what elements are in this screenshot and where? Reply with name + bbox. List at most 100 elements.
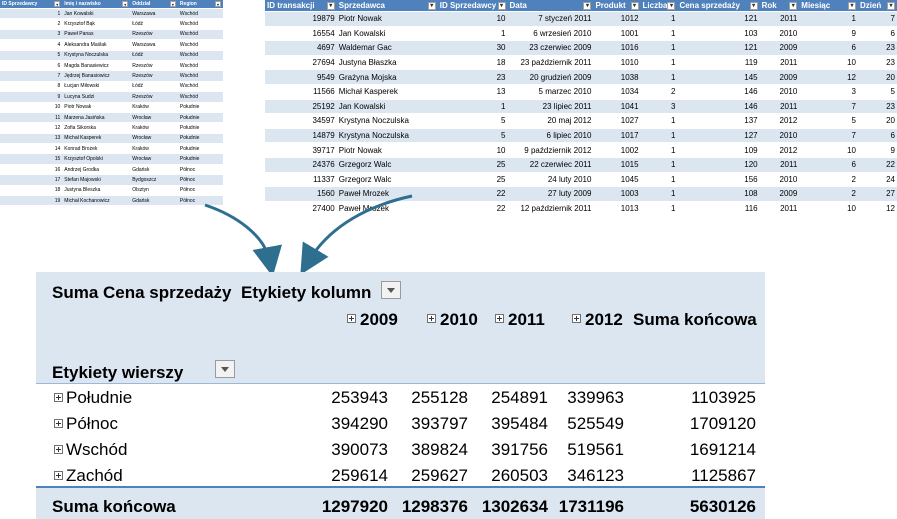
filter-dropdown-icon[interactable]: ▾ (847, 1, 856, 10)
column-header[interactable]: Produkt ▾ (593, 0, 641, 12)
pivot-value-cell[interactable]: 395484 (491, 414, 548, 433)
table-cell[interactable]: 146 (677, 99, 760, 115)
table-cell[interactable]: 1027 (593, 113, 641, 129)
table-cell[interactable]: Grażyna Mojska (336, 69, 438, 85)
table-cell[interactable]: Północ (177, 164, 223, 176)
table-cell[interactable]: 5 (437, 128, 508, 144)
table-cell[interactable]: Grzegorz Walc (336, 172, 438, 188)
table-cell[interactable]: Michał Kasperek (336, 84, 438, 100)
column-header[interactable]: Data ▾ (507, 0, 594, 12)
table-cell[interactable]: 1 (640, 11, 678, 27)
table-cell[interactable]: 1045 (593, 172, 641, 188)
table-cell[interactable]: 24 luty 2010 (507, 172, 594, 188)
table-cell[interactable]: 10 (437, 11, 508, 27)
table-cell[interactable]: 9549 (265, 69, 337, 85)
pivot-value-cell[interactable]: 253943 (331, 388, 388, 407)
table-cell[interactable]: 22 (437, 201, 508, 217)
table-cell[interactable]: Jan Kowalski (336, 99, 438, 115)
table-cell[interactable]: 13 (0, 133, 63, 145)
table-cell[interactable]: Jan Kowalski (336, 26, 438, 42)
table-cell[interactable]: Bydgoszcz (130, 174, 178, 186)
table-cell[interactable]: Jędrzej Banasiowicz (62, 70, 131, 82)
table-cell[interactable]: Krzysztof Bąk (62, 18, 131, 30)
table-cell[interactable]: 27 luty 2009 (507, 186, 594, 202)
table-cell[interactable]: 11337 (265, 172, 337, 188)
table-cell[interactable]: 5 (0, 50, 63, 61)
table-cell[interactable]: Północ (177, 195, 223, 207)
pivot-value-cell[interactable]: 259614 (331, 466, 388, 485)
table-cell[interactable]: 103 (677, 26, 760, 42)
table-cell[interactable]: 24376 (265, 157, 337, 173)
table-cell[interactable]: Piotr Nowak (336, 11, 438, 27)
table-cell[interactable]: 1017 (593, 128, 641, 144)
expand-year-icon[interactable] (572, 314, 581, 323)
table-cell[interactable]: 1038 (593, 69, 641, 85)
table-cell[interactable]: 4697 (265, 40, 337, 56)
table-cell[interactable]: 2009 (759, 40, 800, 56)
table-cell[interactable]: 12 (0, 122, 63, 134)
pivot-value-cell[interactable]: 254891 (491, 388, 548, 407)
table-cell[interactable]: 2010 (759, 84, 800, 100)
table-cell[interactable]: Wschód (177, 50, 223, 61)
table-cell[interactable]: 5 (799, 113, 858, 129)
table-cell[interactable]: 2 (640, 84, 678, 100)
table-cell[interactable]: 1016 (593, 40, 641, 56)
pivot-row-total[interactable]: 1691214 (689, 440, 756, 459)
table-cell[interactable]: 156 (677, 172, 760, 188)
table-cell[interactable]: 127 (677, 128, 760, 144)
pivot-row-total[interactable]: 1709120 (689, 414, 756, 433)
table-cell[interactable]: 1001 (593, 26, 641, 42)
table-cell[interactable]: 2009 (759, 69, 800, 85)
table-cell[interactable]: 1 (640, 55, 678, 71)
column-header[interactable]: Rok ▾ (759, 0, 800, 12)
column-header[interactable]: Imię i nazwisko ▾ (62, 0, 131, 9)
table-cell[interactable]: 145 (677, 69, 760, 85)
pivot-value-cell[interactable]: 519561 (567, 440, 624, 459)
expand-region-icon[interactable] (54, 471, 63, 480)
table-cell[interactable]: 10 (799, 201, 858, 217)
pivot-value-cell[interactable]: 346123 (567, 466, 624, 485)
pivot-value-cell[interactable]: 259627 (411, 466, 468, 485)
expand-region-icon[interactable] (54, 393, 63, 402)
table-cell[interactable]: 137 (677, 113, 760, 129)
filter-dropdown-icon[interactable]: ▾ (887, 1, 895, 10)
table-cell[interactable]: 18 (437, 55, 508, 71)
table-cell[interactable]: Warszawa (130, 39, 178, 51)
table-cell[interactable]: Południe (177, 122, 223, 134)
table-cell[interactable]: 1013 (593, 201, 641, 217)
pivot-value-cell[interactable]: 394290 (331, 414, 388, 433)
table-cell[interactable]: 11 (0, 112, 63, 124)
table-cell[interactable]: 2009 (759, 186, 800, 202)
table-cell[interactable]: 13 (437, 84, 508, 100)
table-cell[interactable]: Wrocław (130, 133, 178, 145)
table-cell[interactable]: 108 (677, 186, 760, 202)
table-cell[interactable]: Paweł Mrozek (336, 201, 438, 217)
grand-total-cell[interactable]: 1731196 (558, 497, 624, 516)
table-cell[interactable]: Grzegorz Walc (336, 157, 438, 173)
table-cell[interactable]: Piotr Nowak (336, 142, 438, 158)
table-cell[interactable]: Rzeszów (130, 70, 178, 82)
table-cell[interactable]: 9 (0, 91, 63, 103)
table-cell[interactable]: Wschód (177, 18, 223, 30)
row-labels-dropdown[interactable] (215, 360, 235, 378)
table-cell[interactable]: 23 czerwiec 2009 (507, 40, 594, 56)
filter-dropdown-icon[interactable]: ▾ (215, 1, 221, 7)
column-header[interactable]: Liczba ▾ (640, 0, 678, 12)
table-cell[interactable]: Michał Kochanowicz (62, 195, 131, 207)
pivot-value-cell[interactable]: 393797 (411, 414, 468, 433)
table-cell[interactable]: 18 (0, 185, 63, 197)
table-cell[interactable]: 6 (799, 157, 858, 173)
table-cell[interactable]: 121 (677, 11, 760, 27)
table-cell[interactable]: 9 (799, 26, 858, 42)
filter-dropdown-icon[interactable]: ▾ (326, 1, 335, 10)
table-cell[interactable]: 146 (677, 84, 760, 100)
table-cell[interactable]: Wschód (177, 91, 223, 103)
table-cell[interactable]: 27400 (265, 201, 337, 217)
table-cell[interactable]: Piotr Nowak (62, 102, 131, 113)
table-cell[interactable]: Łódź (130, 50, 178, 61)
table-cell[interactable]: 7 (799, 99, 858, 115)
table-cell[interactable]: 22 czerwiec 2011 (507, 157, 594, 173)
table-cell[interactable]: 6 (857, 128, 897, 144)
table-cell[interactable]: 2012 (759, 142, 800, 158)
table-cell[interactable]: 23 (857, 55, 897, 71)
